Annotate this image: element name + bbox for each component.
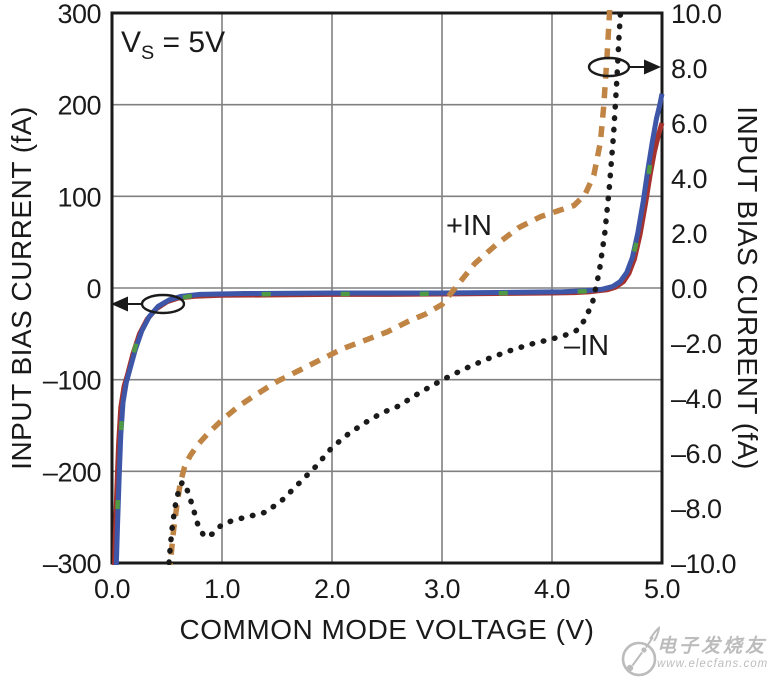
y-axis-title-right: INPUT BIAS CURRENT (fA) bbox=[732, 106, 763, 470]
watermark-site-name: 电子发烧友 bbox=[657, 636, 768, 657]
annotation-value: = 5V bbox=[154, 26, 226, 59]
tick-label-right: 6.0 bbox=[671, 109, 707, 139]
tick-label-right: –6.0 bbox=[671, 439, 722, 469]
plot-frame bbox=[110, 11, 664, 565]
series-minus-in-dotted bbox=[166, 10, 624, 565]
tick-label-x: 1.0 bbox=[204, 574, 240, 604]
tick-label-left: –100 bbox=[43, 366, 101, 396]
tick-label-left: 100 bbox=[57, 182, 101, 212]
tick-label-left: 0 bbox=[86, 274, 101, 304]
tick-label-right: 0.0 bbox=[671, 274, 707, 304]
annotation-sub: S bbox=[141, 42, 155, 64]
tick-label-right: –4.0 bbox=[671, 384, 722, 414]
tick-label-right: 2.0 bbox=[671, 219, 707, 249]
minus-in-curve-label: –IN bbox=[564, 330, 610, 362]
x-axis-title: COMMON MODE VOLTAGE (V) bbox=[179, 614, 595, 645]
right-axis-callout-arrowhead-icon bbox=[644, 59, 661, 75]
tick-label-x: 2.0 bbox=[314, 574, 350, 604]
tick-label-right: 4.0 bbox=[671, 164, 707, 194]
supply-voltage-annotation: VS = 5V bbox=[121, 26, 225, 65]
series-input-bias-solid-blue bbox=[113, 93, 665, 565]
tick-label-left: 300 bbox=[57, 0, 101, 29]
series-plus-in-dashed bbox=[167, 10, 613, 565]
tick-label-right: –10.0 bbox=[671, 549, 736, 579]
tick-label-left: 200 bbox=[57, 91, 101, 121]
tick-label-x: 0.0 bbox=[94, 574, 130, 604]
left-axis-callout-arrowhead-icon bbox=[111, 296, 128, 312]
tick-label-right: 8.0 bbox=[671, 54, 707, 84]
tick-label-left: –200 bbox=[43, 457, 101, 487]
watermark: 电子发烧友 www.elecfans.com bbox=[657, 636, 768, 671]
tick-label-x: 5.0 bbox=[644, 574, 680, 604]
right-axis-callout-ellipse bbox=[587, 56, 631, 78]
tick-label-right: –2.0 bbox=[671, 329, 722, 359]
plus-in-curve-label: +IN bbox=[446, 210, 492, 242]
tick-label-x: 3.0 bbox=[424, 574, 460, 604]
tick-label-right: –8.0 bbox=[671, 494, 722, 524]
watermark-url: www.elecfans.com bbox=[657, 657, 768, 670]
elecfans-logo-icon bbox=[621, 626, 660, 677]
tick-label-right: 10.0 bbox=[671, 0, 722, 29]
tick-label-x: 4.0 bbox=[534, 574, 570, 604]
tick-label-left: –300 bbox=[43, 549, 101, 579]
y-axis-title-left: INPUT BIAS CURRENT (fA) bbox=[6, 106, 37, 470]
annotation-v: V bbox=[121, 26, 142, 59]
